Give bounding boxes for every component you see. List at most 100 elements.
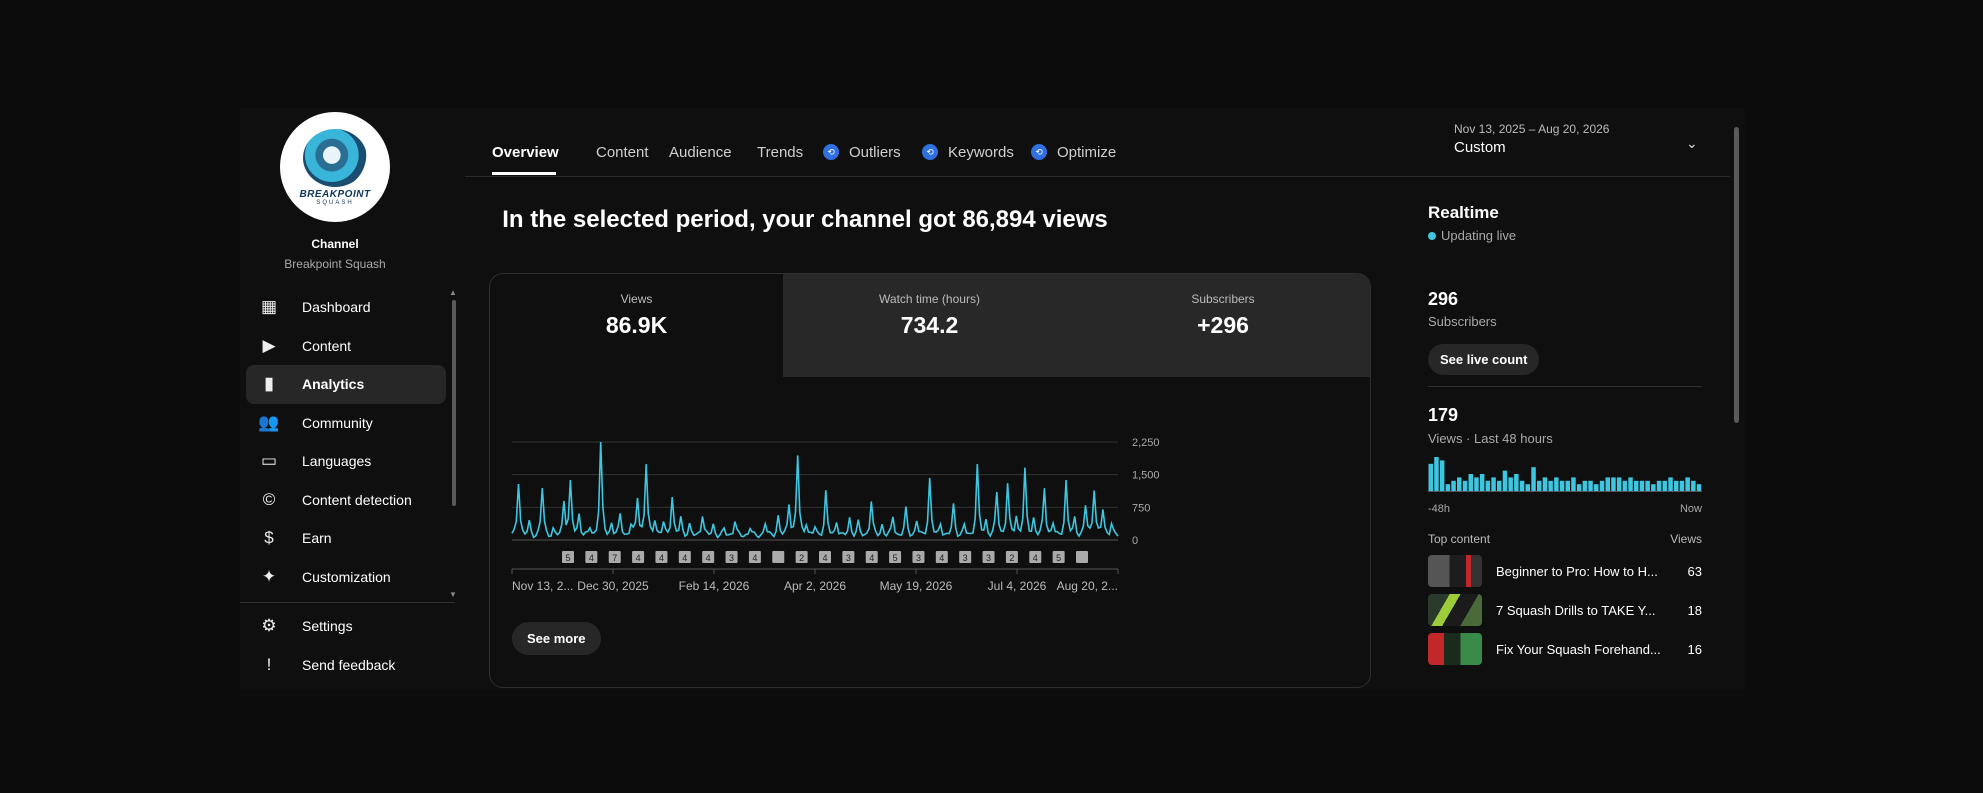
video-publish-marker[interactable] bbox=[702, 551, 715, 563]
realtime-bar[interactable] bbox=[1611, 477, 1616, 491]
views-series-line[interactable] bbox=[511, 441, 1119, 539]
tab-optimize[interactable]: ⟲ Optimize bbox=[1031, 142, 1116, 162]
video-publish-marker[interactable] bbox=[585, 551, 598, 563]
video-publish-marker[interactable] bbox=[935, 551, 948, 563]
realtime-bar[interactable] bbox=[1457, 477, 1462, 491]
video-publish-marker[interactable] bbox=[1005, 551, 1018, 563]
see-more-button[interactable]: See more bbox=[512, 622, 601, 655]
video-publish-marker[interactable] bbox=[632, 551, 645, 563]
realtime-bar[interactable] bbox=[1439, 460, 1445, 491]
sidebar-item-send-feedback[interactable]: ! Send feedback bbox=[246, 646, 446, 685]
realtime-bar-chart[interactable] bbox=[1428, 453, 1702, 493]
realtime-bar[interactable] bbox=[1668, 477, 1673, 491]
see-live-count-button[interactable]: See live count bbox=[1428, 344, 1540, 375]
realtime-bar[interactable] bbox=[1639, 480, 1645, 491]
realtime-bar[interactable] bbox=[1531, 467, 1536, 491]
realtime-bar[interactable] bbox=[1497, 480, 1502, 491]
video-publish-marker[interactable] bbox=[1052, 551, 1065, 563]
video-publish-marker[interactable] bbox=[678, 551, 691, 563]
scroll-down-arrow-icon[interactable]: ▼ bbox=[449, 590, 457, 599]
video-publish-marker[interactable] bbox=[725, 551, 738, 563]
video-publish-marker[interactable] bbox=[912, 551, 925, 563]
sidebar-item-customization[interactable]: ✦ Customization bbox=[246, 558, 446, 597]
tab-trends[interactable]: Trends bbox=[757, 142, 803, 162]
metric-subscribers[interactable]: Subscribers +296 bbox=[1076, 274, 1370, 377]
views-line-chart[interactable]: 0 750 1,500 2,250 5 4 7 4 4 4 4 3 4 2 4 3 4 5 3 4 3 3 2 4 5 Nov 1… bbox=[490, 414, 1370, 614]
realtime-bar[interactable] bbox=[1485, 480, 1491, 491]
realtime-bar[interactable] bbox=[1559, 480, 1565, 491]
realtime-bar[interactable] bbox=[1605, 477, 1611, 491]
sidebar-item-dashboard[interactable]: ▦ Dashboard bbox=[246, 288, 446, 327]
video-publish-marker[interactable] bbox=[819, 551, 831, 563]
realtime-bar[interactable] bbox=[1662, 480, 1668, 491]
chevron-down-icon[interactable]: ⌄ bbox=[1686, 135, 1698, 151]
channel-avatar[interactable]: BREAKPOINT SQUASH bbox=[280, 112, 390, 222]
video-publish-marker[interactable] bbox=[842, 551, 855, 563]
sidebar-scrollbar[interactable] bbox=[452, 300, 456, 506]
date-preset[interactable]: Custom bbox=[1454, 139, 1506, 156]
sidebar-item-content[interactable]: ▶ Content bbox=[246, 327, 446, 366]
realtime-bar[interactable] bbox=[1519, 480, 1525, 491]
realtime-bar[interactable] bbox=[1679, 480, 1685, 491]
realtime-bar[interactable] bbox=[1628, 477, 1633, 491]
realtime-bar[interactable] bbox=[1565, 480, 1571, 491]
realtime-bar[interactable] bbox=[1616, 477, 1622, 491]
video-publish-marker[interactable] bbox=[748, 551, 761, 563]
realtime-bar[interactable] bbox=[1674, 480, 1679, 491]
realtime-bar[interactable] bbox=[1696, 484, 1702, 491]
sidebar-item-earn[interactable]: $ Earn bbox=[246, 519, 446, 558]
video-publish-marker[interactable] bbox=[1029, 551, 1042, 563]
realtime-bar[interactable] bbox=[1474, 477, 1479, 491]
realtime-bar[interactable] bbox=[1571, 477, 1576, 491]
realtime-bar[interactable] bbox=[1582, 480, 1588, 491]
realtime-bar[interactable] bbox=[1588, 480, 1593, 491]
main-scrollbar[interactable] bbox=[1734, 127, 1739, 423]
realtime-bar[interactable] bbox=[1599, 480, 1605, 491]
realtime-bar[interactable] bbox=[1634, 480, 1639, 491]
video-publish-marker[interactable] bbox=[959, 551, 972, 563]
realtime-bar[interactable] bbox=[1479, 474, 1485, 491]
sidebar-item-languages[interactable]: ▭ Languages bbox=[246, 442, 446, 481]
video-publish-marker[interactable] bbox=[655, 551, 668, 563]
realtime-bar[interactable] bbox=[1508, 477, 1513, 491]
tab-keywords[interactable]: ⟲ Keywords bbox=[922, 142, 1014, 162]
video-publish-marker[interactable] bbox=[1076, 551, 1088, 563]
realtime-bar[interactable] bbox=[1554, 477, 1559, 491]
sidebar-item-content-detection[interactable]: © Content detection bbox=[246, 481, 446, 520]
realtime-bar[interactable] bbox=[1645, 480, 1650, 491]
realtime-bar[interactable] bbox=[1651, 484, 1656, 491]
video-publish-marker[interactable] bbox=[889, 551, 902, 563]
video-publish-marker[interactable] bbox=[982, 551, 995, 563]
realtime-bar[interactable] bbox=[1451, 480, 1456, 491]
sidebar-item-settings[interactable]: ⚙ Settings bbox=[246, 607, 446, 646]
sidebar-item-community[interactable]: 👥 Community bbox=[246, 404, 446, 443]
sidebar-item-analytics[interactable]: ▮ Analytics bbox=[246, 365, 446, 404]
realtime-bar[interactable] bbox=[1468, 474, 1474, 491]
realtime-bar[interactable] bbox=[1542, 477, 1548, 491]
tab-overview[interactable]: Overview bbox=[492, 142, 559, 162]
realtime-bar[interactable] bbox=[1656, 480, 1662, 491]
tab-content[interactable]: Content bbox=[596, 142, 649, 162]
video-publish-marker[interactable] bbox=[865, 551, 878, 563]
realtime-bar[interactable] bbox=[1491, 477, 1496, 491]
realtime-bar[interactable] bbox=[1548, 480, 1553, 491]
date-range-text[interactable]: Nov 13, 2025 – Aug 20, 2026 bbox=[1454, 122, 1610, 136]
realtime-bar[interactable] bbox=[1537, 480, 1542, 491]
realtime-bar[interactable] bbox=[1462, 480, 1468, 491]
realtime-bar[interactable] bbox=[1445, 484, 1451, 491]
top-content-row[interactable]: 7 Squash Drills to TAKE Y... 18 bbox=[1428, 592, 1702, 628]
realtime-bar[interactable] bbox=[1434, 457, 1439, 491]
realtime-bar[interactable] bbox=[1594, 484, 1599, 491]
realtime-bar[interactable] bbox=[1502, 470, 1508, 491]
video-publish-marker[interactable] bbox=[795, 551, 808, 563]
realtime-bar[interactable] bbox=[1691, 480, 1696, 491]
realtime-bar[interactable] bbox=[1514, 474, 1519, 491]
tab-audience[interactable]: Audience bbox=[669, 142, 732, 162]
realtime-bar[interactable] bbox=[1428, 463, 1434, 491]
video-publish-marker[interactable] bbox=[562, 551, 574, 563]
tab-outliers[interactable]: ⟲ Outliers bbox=[823, 142, 901, 162]
realtime-bar[interactable] bbox=[1525, 484, 1531, 491]
video-publish-marker[interactable] bbox=[772, 551, 785, 563]
realtime-bar[interactable] bbox=[1685, 477, 1690, 491]
video-publish-marker[interactable] bbox=[608, 551, 621, 563]
